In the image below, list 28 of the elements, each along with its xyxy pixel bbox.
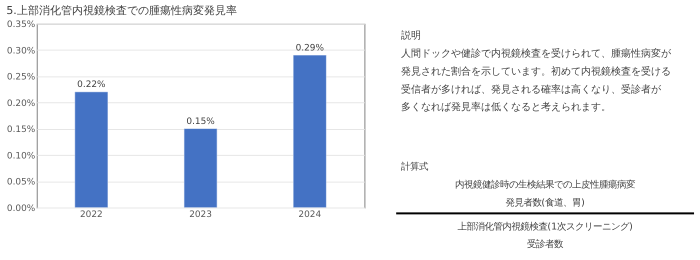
- x-tick-label: 2024: [298, 210, 322, 220]
- text: 計算式: [401, 162, 428, 173]
- y-tick-label: 0.20%: [6, 98, 36, 109]
- text: 発見者数(食道、胃): [505, 197, 585, 208]
- text: 受診者数: [527, 239, 564, 250]
- bar: [293, 55, 326, 208]
- text: 発見された割合を示しています。初めて内視鏡検査を受ける: [401, 65, 672, 78]
- text: 内視鏡健診時の生検結果での上皮性腫瘍病変: [455, 180, 636, 191]
- text: 人間ドックや健診で内視鏡検査を受けられて、腫瘍性病変が: [401, 48, 672, 60]
- y-tick-label: 0.30%: [6, 46, 36, 56]
- x-tick-label: 2023: [189, 210, 212, 220]
- text: 上部消化管内視鏡検査(1次スクリーニング): [457, 221, 633, 232]
- x-tick-label: 2022: [80, 210, 103, 220]
- data-label: 0.22%: [77, 80, 106, 90]
- data-label: 0.29%: [296, 43, 324, 54]
- text: 受信者が多ければ、発見される確率は高くなり、受診者が: [401, 83, 662, 96]
- text: 多くなれば発見率は低くなると考えられます。: [401, 101, 612, 114]
- y-tick-label: 0.15%: [6, 125, 36, 136]
- y-tick-label: 0.35%: [6, 20, 36, 30]
- bar: [184, 128, 218, 208]
- bar: [74, 92, 108, 208]
- text: 説明: [401, 30, 422, 42]
- data-label: 0.15%: [186, 116, 215, 127]
- y-tick-label: 0.00%: [6, 204, 36, 214]
- chart-title: 5.上部消化管内視鏡検査での腫瘍性病変発見率: [6, 4, 237, 17]
- y-tick-label: 0.05%: [6, 178, 36, 188]
- y-tick-label: 0.10%: [6, 151, 36, 162]
- y-tick-label: 0.25%: [6, 72, 36, 83]
